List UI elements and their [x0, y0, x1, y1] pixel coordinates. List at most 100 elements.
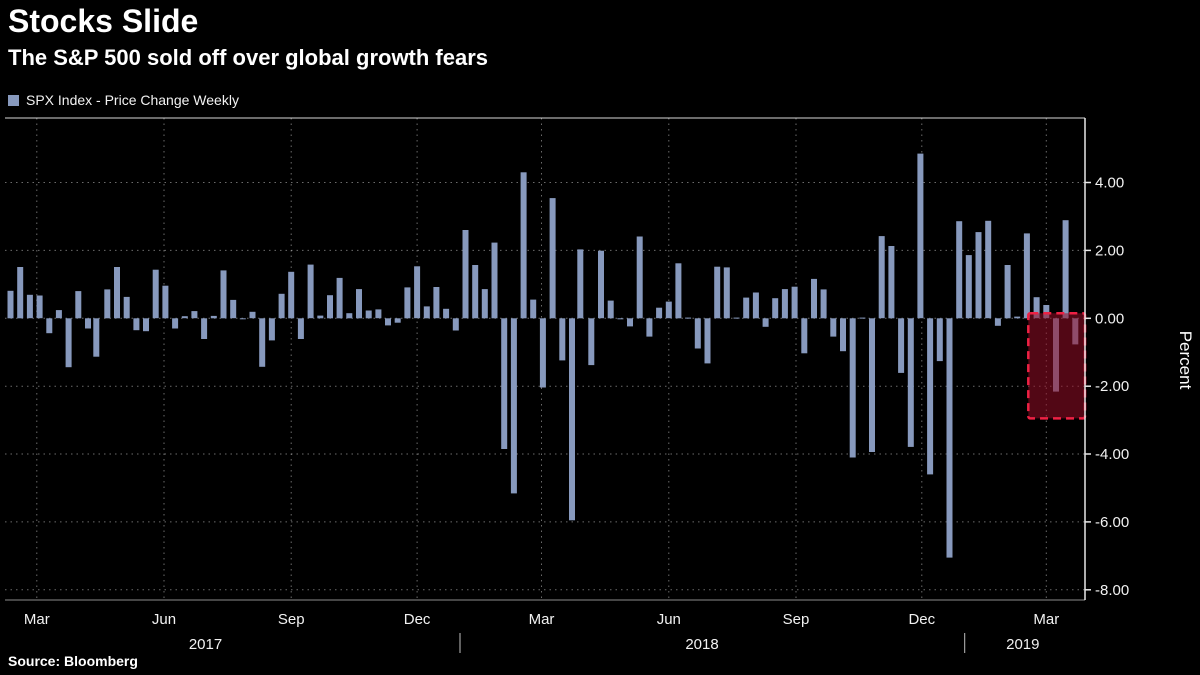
spx-weekly-bar-chart: 4.00 2.00 0.00 -2.00 -4.00 -6.00 -8.00 Percent M…	[5, 117, 1195, 653]
weekly-change-bar	[627, 318, 633, 327]
weekly-change-bar	[433, 287, 440, 319]
weekly-change-bar	[539, 318, 546, 388]
weekly-change-bar	[907, 318, 914, 447]
weekly-change-bar	[423, 306, 430, 319]
y-tick-label: 0.00	[1095, 310, 1124, 327]
weekly-change-bar	[230, 299, 237, 319]
weekly-change-bar	[268, 318, 275, 341]
x-month-label: Sep	[783, 611, 810, 628]
weekly-change-bar	[772, 298, 779, 319]
weekly-change-bar	[762, 318, 769, 327]
weekly-change-bar	[607, 300, 614, 319]
weekly-change-bar	[162, 285, 169, 319]
weekly-change-bar	[152, 269, 159, 319]
weekly-change-bar	[385, 318, 391, 326]
weekly-change-bar	[443, 308, 450, 319]
weekly-change-bar	[569, 318, 575, 521]
y-tick-label: 2.00	[1095, 242, 1124, 259]
weekly-change-bar	[288, 271, 295, 319]
weekly-change-bar	[65, 318, 72, 368]
chart-subtitle: The S&P 500 sold off over global growth …	[8, 45, 489, 70]
weekly-change-bar	[172, 318, 179, 329]
weekly-change-bar	[501, 318, 508, 449]
weekly-change-bar	[927, 318, 934, 475]
weekly-change-bar	[830, 318, 837, 337]
weekly-change-bar	[801, 318, 808, 354]
highlight-box	[1027, 311, 1087, 420]
legend-swatch-icon	[8, 94, 19, 106]
weekly-change-bar	[220, 270, 227, 319]
x-month-label: Jun	[152, 611, 176, 628]
legend: SPX Index - Price Change Weekly	[8, 92, 239, 108]
weekly-change-bar	[239, 318, 246, 320]
weekly-change-bar	[820, 289, 827, 319]
weekly-change-bar	[123, 296, 130, 319]
weekly-change-bar	[946, 318, 953, 558]
weekly-change-bar	[965, 255, 972, 319]
weekly-change-bar	[975, 232, 982, 319]
y-axis-labels: 4.00 2.00 0.00 -2.00 -4.00 -6.00 -8.00 Percent	[1085, 175, 1195, 599]
x-month-label: Mar	[529, 611, 555, 628]
y-tick-label: -6.00	[1095, 514, 1129, 531]
x-year-label: 2017	[189, 636, 222, 653]
x-month-label: Mar	[1033, 611, 1059, 628]
weekly-change-bar	[143, 318, 149, 332]
weekly-change-bar	[85, 318, 91, 329]
weekly-change-bar	[723, 267, 730, 319]
weekly-change-bar	[201, 318, 208, 339]
weekly-change-bar	[898, 318, 905, 373]
weekly-change-bar	[55, 310, 62, 319]
x-month-label: Dec	[908, 611, 935, 628]
weekly-change-bar	[472, 265, 479, 319]
weekly-change-bar	[520, 172, 527, 319]
weekly-change-bar	[577, 249, 584, 319]
weekly-change-bar	[249, 311, 256, 319]
weekly-change-bar	[840, 318, 846, 352]
weekly-change-bar	[210, 315, 217, 319]
weekly-change-bar	[1004, 265, 1011, 319]
weekly-change-bar	[704, 318, 711, 364]
weekly-change-bar	[588, 318, 595, 366]
weekly-change-bar	[1033, 297, 1040, 319]
weekly-change-bar	[646, 318, 653, 337]
weekly-change-bar	[956, 221, 963, 319]
weekly-change-bar	[452, 318, 459, 331]
weekly-change-bar	[346, 313, 353, 319]
x-month-label: Sep	[278, 611, 305, 628]
weekly-change-bar	[598, 250, 604, 319]
weekly-change-bar	[849, 318, 856, 458]
weekly-change-bar	[888, 246, 895, 319]
weekly-change-bar	[530, 299, 537, 319]
weekly-change-bar	[491, 242, 498, 319]
weekly-change-bar	[191, 311, 198, 319]
weekly-change-bar	[336, 277, 343, 319]
weekly-change-bar	[694, 318, 701, 349]
weekly-change-bar	[743, 297, 750, 319]
weekly-change-bar	[356, 289, 362, 319]
weekly-change-bar	[636, 236, 643, 319]
weekly-change-bar	[26, 294, 33, 319]
weekly-change-bar	[549, 198, 556, 319]
weekly-change-bar	[685, 317, 692, 319]
weekly-change-bar	[375, 309, 382, 319]
weekly-change-bar	[752, 292, 759, 319]
x-month-label: Mar	[24, 611, 50, 628]
weekly-change-bar	[104, 289, 111, 319]
page-title: Stocks Slide	[8, 3, 199, 39]
y-axis-title: Percent	[1176, 331, 1195, 390]
weekly-change-bar	[994, 318, 1001, 326]
weekly-change-bar	[811, 278, 817, 319]
weekly-change-bar	[93, 318, 100, 357]
weekly-change-bar	[859, 317, 866, 319]
weekly-change-bar	[1043, 305, 1050, 319]
weekly-change-bar	[985, 220, 992, 319]
weekly-change-bar	[75, 291, 82, 319]
weekly-change-bar	[404, 287, 411, 319]
weekly-change-bar	[791, 286, 798, 319]
weekly-change-bar	[365, 310, 372, 319]
y-tick-label: -8.00	[1095, 582, 1129, 599]
y-tick-label: -4.00	[1095, 446, 1129, 463]
weekly-change-bar	[414, 266, 421, 319]
y-tick-label: 4.00	[1095, 175, 1124, 192]
